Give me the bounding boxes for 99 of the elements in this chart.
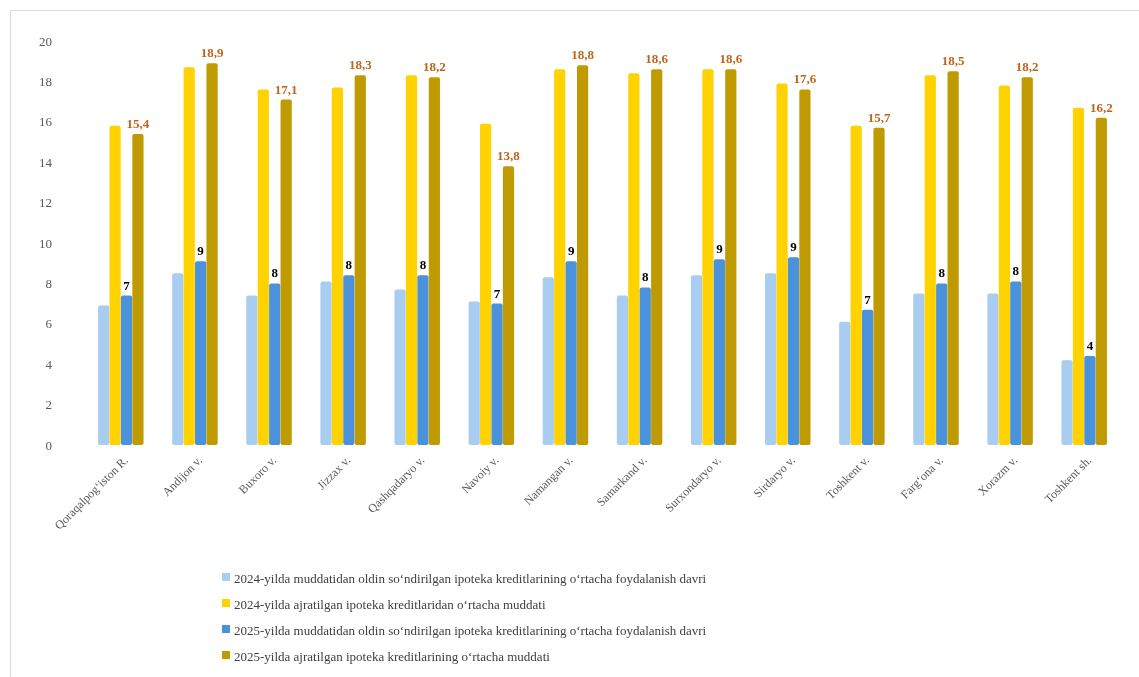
y-tick-label: 14 <box>39 154 53 170</box>
bar <box>1010 281 1022 445</box>
bar <box>576 65 589 445</box>
data-label: 7 <box>123 277 131 293</box>
bar <box>542 277 554 445</box>
y-tick-label: 12 <box>39 195 52 211</box>
bar <box>565 261 577 445</box>
bar <box>206 63 218 445</box>
bar <box>873 127 885 445</box>
bar <box>725 69 737 445</box>
data-label: 17,1 <box>274 81 298 97</box>
bar <box>246 295 258 445</box>
bar <box>787 257 800 445</box>
data-label: 15,7 <box>867 109 891 125</box>
bar <box>354 75 366 445</box>
bar <box>331 87 344 445</box>
bar <box>702 69 714 445</box>
bar <box>502 166 515 445</box>
bar <box>343 275 355 445</box>
bar <box>936 283 948 445</box>
data-label: 18,2 <box>423 59 446 75</box>
bar <box>320 281 332 445</box>
bar <box>120 295 133 445</box>
bar <box>109 125 121 445</box>
data-label: 18,6 <box>645 51 669 67</box>
bar <box>639 287 651 445</box>
bar <box>257 89 269 445</box>
legend-label: 2025-yilda ajratilgan ipoteka kreditlarining o‘rtacha muddati <box>234 648 551 664</box>
data-label: 18,3 <box>348 57 373 73</box>
data-label: 18,8 <box>571 47 595 63</box>
y-tick-label: 16 <box>39 114 53 130</box>
data-label: 18,6 <box>719 51 743 67</box>
bar <box>765 273 777 445</box>
data-label: 18,5 <box>941 53 966 69</box>
y-tick-label: 2 <box>45 397 52 413</box>
bar <box>850 125 862 445</box>
bar <box>616 295 629 445</box>
data-label: 8 <box>271 265 279 281</box>
data-label: 8 <box>938 265 946 281</box>
data-label: 9 <box>197 243 205 259</box>
data-label: 18,9 <box>200 45 224 61</box>
data-label: 15,4 <box>126 115 150 131</box>
data-label: 8 <box>1012 263 1020 279</box>
data-label: 8 <box>345 257 353 273</box>
bar <box>913 293 925 445</box>
bar <box>183 67 195 445</box>
bar <box>1072 107 1085 445</box>
bar <box>998 85 1010 445</box>
bar <box>280 99 292 445</box>
y-tick-label: 4 <box>45 356 53 372</box>
data-label: 16,2 <box>1089 99 1113 115</box>
data-label: 9 <box>716 241 724 257</box>
y-tick-label: 10 <box>39 235 52 251</box>
bar <box>690 275 703 445</box>
y-tick-label: 6 <box>45 316 53 332</box>
bar <box>839 321 851 445</box>
bar <box>924 75 936 445</box>
data-label: 13,8 <box>497 148 521 164</box>
y-tick-label: 0 <box>45 437 52 453</box>
bar <box>394 289 406 445</box>
bar <box>172 273 184 445</box>
data-label: 7 <box>493 285 501 301</box>
bar <box>1095 117 1107 445</box>
bar <box>1084 356 1096 445</box>
bar <box>195 261 207 445</box>
bar <box>628 73 640 445</box>
data-label: 9 <box>790 239 798 255</box>
bar <box>947 71 959 445</box>
legend-label: 2024-yilda ajratilgan ipoteka kreditlaridan o‘rtacha muddati <box>234 596 546 612</box>
y-tick-label: 20 <box>39 33 52 49</box>
data-label: 8 <box>642 269 650 285</box>
bar <box>491 303 503 445</box>
data-label: 4 <box>1086 338 1094 354</box>
bar <box>776 83 788 445</box>
y-tick-label: 8 <box>45 275 52 291</box>
legend-label: 2025-yilda muddatidan oldin so‘ndirilgan ipoteka kreditlarining o‘rtacha foydalanish davri <box>234 622 707 638</box>
bar <box>1021 77 1033 445</box>
data-label: 17,6 <box>793 71 817 87</box>
bar <box>269 283 281 445</box>
bar <box>987 293 999 445</box>
bar <box>861 309 874 445</box>
legend-label: 2024-yilda muddatidan oldin so‘ndirilgan ipoteka kreditlarining o‘rtacha foydalanish davri <box>234 570 707 586</box>
bar <box>468 301 480 445</box>
data-label: 7 <box>864 291 872 307</box>
bar <box>713 259 725 445</box>
bar <box>799 89 811 445</box>
data-label: 8 <box>419 257 427 273</box>
y-tick-label: 18 <box>39 73 52 89</box>
bar <box>417 275 429 445</box>
bar <box>405 75 418 445</box>
bar <box>1061 360 1073 445</box>
bar <box>98 305 110 445</box>
bar <box>651 69 663 445</box>
bar <box>480 123 492 445</box>
bar <box>554 69 566 445</box>
bar <box>132 133 144 445</box>
data-label: 18,2 <box>1015 59 1039 75</box>
bar <box>428 77 440 445</box>
data-label: 9 <box>567 243 575 259</box>
